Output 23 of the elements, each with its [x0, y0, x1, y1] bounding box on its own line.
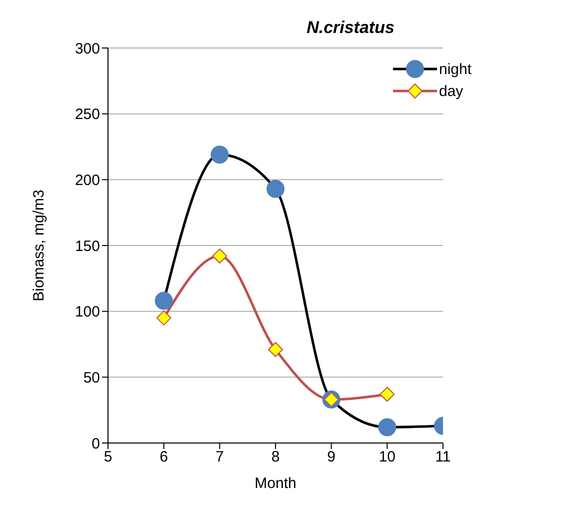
y-tick-label: 300 — [74, 40, 100, 58]
chart-title: N.cristatus — [306, 18, 396, 38]
y-tick-label: 150 — [74, 238, 100, 255]
y-tick-label: 50 — [83, 369, 100, 386]
legend-label: night — [439, 60, 472, 78]
point — [380, 386, 395, 402]
y-tick-label: 100 — [74, 304, 100, 321]
point — [212, 248, 228, 264]
y-tick-label: 0 — [92, 435, 100, 452]
y-axis-title: Biomass, mg/m3 — [30, 190, 48, 302]
x-tick-label: 5 — [104, 448, 112, 466]
y-tick-label: 250 — [74, 106, 100, 124]
x-axis-title: Month — [254, 475, 296, 492]
legend-label: day — [439, 82, 464, 100]
x-tick-label: 11 — [435, 448, 451, 466]
point — [268, 342, 283, 358]
x-tick-label: 9 — [327, 448, 336, 466]
x-tick-label: 7 — [215, 448, 224, 466]
x-tick-label: 8 — [271, 448, 280, 466]
y-tick-label: 200 — [74, 172, 100, 189]
x-tick-label: 6 — [160, 448, 168, 466]
x-tick-label: 10 — [378, 448, 396, 466]
point — [156, 310, 172, 326]
